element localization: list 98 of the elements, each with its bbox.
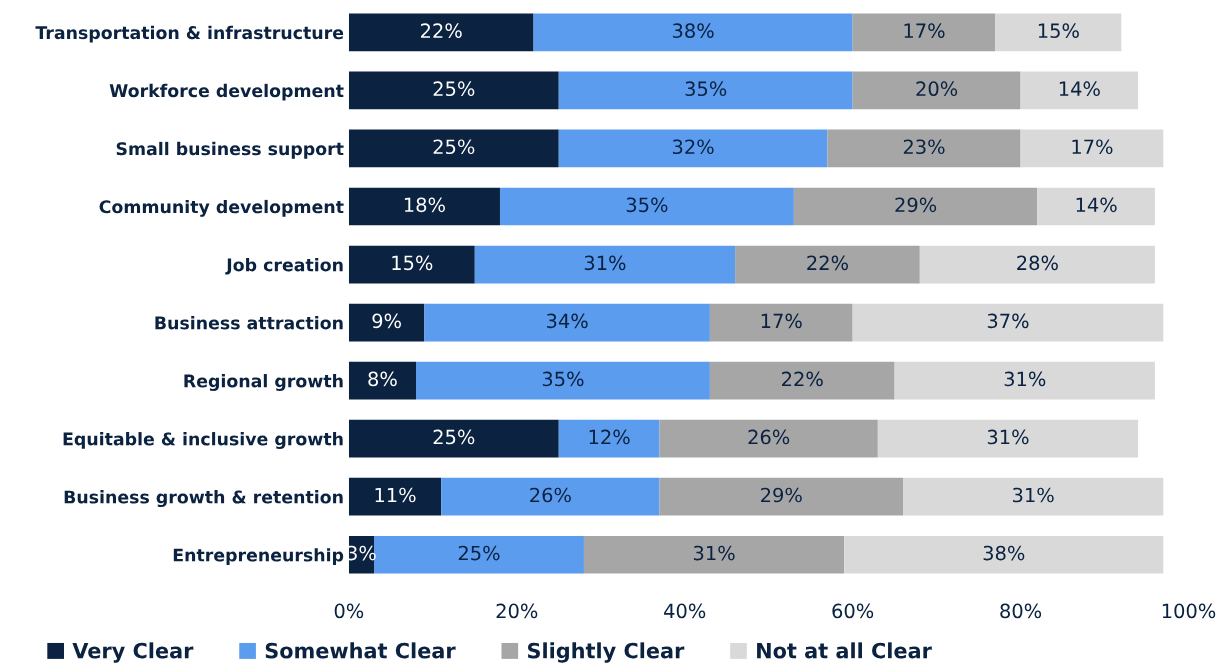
data-label: 37% xyxy=(987,313,1029,329)
bar xyxy=(995,13,1122,52)
data-label: 25% xyxy=(458,545,500,561)
legend-label: Very Clear xyxy=(72,642,194,663)
data-label: 15% xyxy=(1038,23,1079,39)
data-label: 38% xyxy=(672,23,714,39)
data-label: 20% xyxy=(916,81,958,97)
bar xyxy=(1037,187,1155,226)
data-label: 12% xyxy=(589,429,630,445)
x-tick-label: 20% xyxy=(496,603,538,619)
data-label: 26% xyxy=(530,487,571,503)
y-tick-label: Community development xyxy=(99,199,344,217)
data-label: 31% xyxy=(987,429,1029,445)
data-label: 25% xyxy=(433,429,475,445)
y-tick-label: Regional growth xyxy=(184,374,343,391)
data-label: 25% xyxy=(433,139,475,155)
bar xyxy=(1020,71,1139,110)
bar xyxy=(903,477,1164,516)
bar xyxy=(348,303,425,342)
bar xyxy=(348,187,500,226)
data-label: 34% xyxy=(547,313,588,329)
bar xyxy=(348,361,417,400)
data-label: 31% xyxy=(693,545,735,561)
bar xyxy=(348,13,534,52)
bar xyxy=(348,129,559,168)
data-label: 38% xyxy=(983,545,1025,561)
bar xyxy=(374,535,584,574)
data-label: 14% xyxy=(1059,81,1100,97)
bar xyxy=(416,361,710,400)
bar xyxy=(877,419,1139,458)
data-label: 23% xyxy=(903,139,945,155)
bar xyxy=(348,71,559,110)
y-tick-label: Business attraction xyxy=(155,315,343,330)
bar xyxy=(583,535,845,574)
y-tick-label: Business growth & retention xyxy=(64,490,343,508)
data-label: 14% xyxy=(1076,197,1117,213)
data-label: 29% xyxy=(895,197,937,213)
bar xyxy=(348,245,475,284)
y-tick-label: Job creation xyxy=(225,257,343,275)
bar xyxy=(735,245,920,284)
bar xyxy=(659,477,904,516)
bar xyxy=(894,361,1155,400)
bar xyxy=(659,419,878,458)
bar xyxy=(533,13,853,52)
data-label: 18% xyxy=(404,197,445,213)
data-label: 26% xyxy=(748,429,790,445)
data-label: 22% xyxy=(807,255,848,271)
x-tick-label: 40% xyxy=(664,603,706,619)
bar xyxy=(793,187,1038,226)
data-label: 9% xyxy=(372,313,401,329)
bar xyxy=(709,303,853,342)
y-tick-label: Small business support xyxy=(116,141,344,159)
y-tick-label: Equitable & inclusive growth xyxy=(63,432,343,450)
bar xyxy=(852,71,1021,110)
bar xyxy=(348,419,559,458)
bar xyxy=(424,303,710,342)
data-label: 31% xyxy=(1013,487,1054,503)
bar xyxy=(558,129,828,168)
x-tick-label: 80% xyxy=(1000,603,1042,619)
data-label: 35% xyxy=(685,81,727,97)
bar xyxy=(919,245,1155,284)
data-label: 17% xyxy=(761,313,802,329)
bar xyxy=(499,187,794,226)
bar xyxy=(558,419,660,458)
data-label: 35% xyxy=(626,197,668,213)
x-tick-label: 100% xyxy=(1162,603,1216,619)
bar xyxy=(827,129,1021,168)
bar xyxy=(1020,129,1164,168)
x-tick-label: 60% xyxy=(832,603,874,619)
data-label: 11% xyxy=(375,487,416,503)
data-label: 35% xyxy=(542,371,584,387)
data-label: 15% xyxy=(392,255,433,271)
data-label: 28% xyxy=(1017,255,1058,271)
bar xyxy=(852,13,996,52)
data-label: 29% xyxy=(761,487,802,503)
data-label: 25% xyxy=(433,81,475,97)
data-label: 32% xyxy=(672,139,714,155)
x-tick-label: 0% xyxy=(334,603,364,619)
bar xyxy=(709,361,895,400)
legend-label: Slightly Clear xyxy=(527,642,685,663)
legend-label: Somewhat Clear xyxy=(265,642,456,659)
y-tick-label: Workforce development xyxy=(109,83,344,101)
y-tick-label: Entrepreneurship xyxy=(173,548,344,565)
bar xyxy=(474,245,736,284)
y-tick-label: Transportation & infrastructure xyxy=(35,25,344,43)
bar xyxy=(844,535,1164,574)
data-label: 8% xyxy=(368,371,397,387)
data-label: 17% xyxy=(1072,139,1113,155)
bar xyxy=(348,477,442,516)
bar xyxy=(558,71,853,110)
data-label: 22% xyxy=(782,371,823,387)
data-label: 31% xyxy=(584,255,626,271)
data-label: 31% xyxy=(1004,371,1046,387)
data-label: 22% xyxy=(421,23,462,39)
bar xyxy=(441,477,660,516)
data-label: 17% xyxy=(904,23,945,39)
legend-label: Not at all Clear xyxy=(757,642,932,659)
bar xyxy=(852,303,1164,342)
